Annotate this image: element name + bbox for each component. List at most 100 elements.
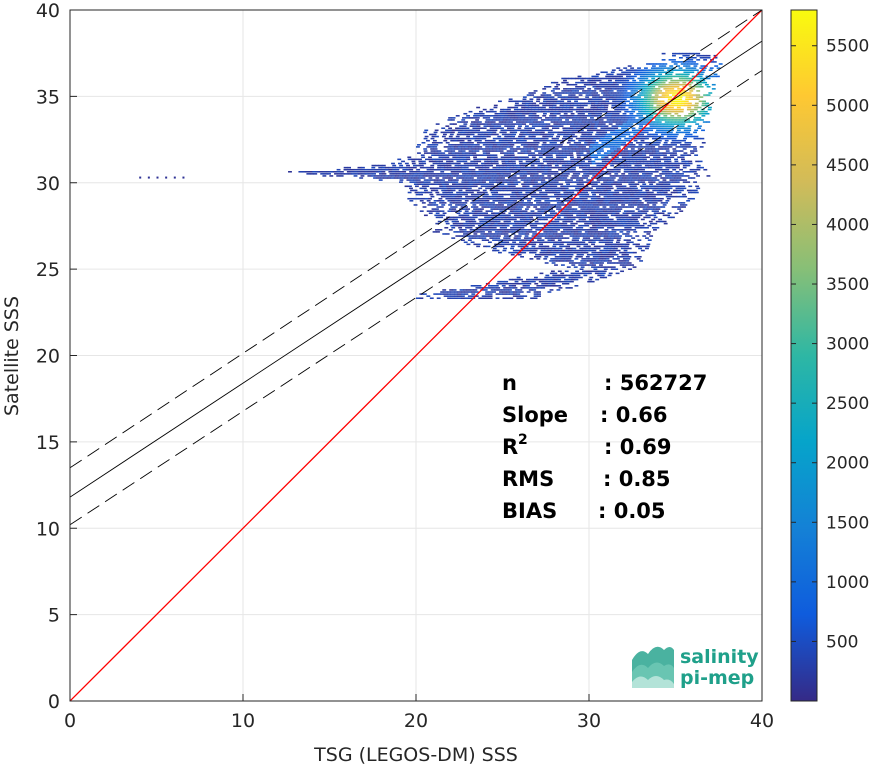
heatmap-cell xyxy=(573,229,578,231)
heatmap-cell xyxy=(644,90,649,92)
heatmap-cell xyxy=(471,171,476,173)
heatmap-cell xyxy=(653,156,657,159)
heatmap-cell xyxy=(506,144,511,146)
heatmap-cell xyxy=(548,154,553,156)
heatmap-cell xyxy=(558,119,563,121)
heatmap-cell xyxy=(539,272,544,275)
heatmap-cell xyxy=(656,92,661,94)
heatmap-cell xyxy=(512,293,517,295)
heatmap-cell xyxy=(543,231,548,233)
heatmap-cell xyxy=(635,208,640,210)
heatmap-cell xyxy=(489,226,494,229)
heatmap-cell xyxy=(605,121,610,123)
heatmap-cell xyxy=(603,268,608,270)
heatmap-cell xyxy=(442,202,447,204)
heatmap-cell xyxy=(469,141,474,144)
heatmap-cell xyxy=(629,191,633,194)
heatmap-cell xyxy=(594,177,599,179)
heatmap-cell xyxy=(563,212,568,215)
heatmap-cell xyxy=(568,148,573,150)
heatmap-cell xyxy=(516,239,521,241)
heatmap-cell xyxy=(301,171,306,173)
heatmap-cell xyxy=(606,218,611,221)
heatmap-cell xyxy=(518,156,522,159)
heatmap-cell xyxy=(549,141,554,144)
heatmap-cell xyxy=(646,185,651,188)
heatmap-cell xyxy=(506,117,511,119)
heatmap-cell xyxy=(481,224,486,227)
heatmap-cell xyxy=(562,154,567,156)
heatmap-cell xyxy=(441,156,446,159)
heatmap-cell xyxy=(693,150,698,152)
heatmap-cell xyxy=(516,171,521,173)
heatmap-cell xyxy=(483,289,488,291)
heatmap-cell xyxy=(616,175,621,177)
heatmap-cell xyxy=(478,297,483,300)
heatmap-cell xyxy=(638,152,643,154)
heatmap-cell xyxy=(418,158,422,161)
heatmap-cell xyxy=(399,181,403,183)
heatmap-cell xyxy=(524,220,529,223)
heatmap-cell xyxy=(517,214,522,217)
heatmap-cell xyxy=(556,208,560,210)
heatmap-cell xyxy=(506,220,511,223)
heatmap-cell xyxy=(503,235,508,237)
heatmap-cell xyxy=(563,216,568,219)
heatmap-cell xyxy=(472,179,477,181)
heatmap-cell xyxy=(550,133,555,136)
heatmap-cell xyxy=(545,229,550,231)
heatmap-cell xyxy=(557,218,562,221)
heatmap-cell xyxy=(492,150,497,152)
heatmap-cell xyxy=(485,297,490,300)
heatmap-cell xyxy=(451,195,456,198)
heatmap-cell xyxy=(545,144,549,146)
heatmap-cell xyxy=(657,112,662,115)
heatmap-cell xyxy=(684,135,689,138)
heatmap-cell xyxy=(469,191,474,194)
heatmap-cell xyxy=(503,220,508,223)
heatmap-cell xyxy=(480,202,485,204)
heatmap-cell xyxy=(478,200,483,202)
heatmap-cell xyxy=(623,94,628,96)
heatmap-cell xyxy=(544,146,548,148)
heatmap-cell xyxy=(628,104,633,107)
heatmap-cell xyxy=(468,164,473,167)
heatmap-cell xyxy=(635,183,640,185)
heatmap-cell xyxy=(480,177,485,179)
heatmap-cell xyxy=(477,133,482,136)
heatmap-cell xyxy=(584,191,589,194)
heatmap-cell xyxy=(580,104,585,107)
heatmap-cell xyxy=(600,110,604,113)
heatmap-cell xyxy=(596,119,601,121)
heatmap-cell xyxy=(667,212,672,215)
heatmap-cell xyxy=(466,233,471,235)
heatmap-cell xyxy=(446,185,450,188)
heatmap-cell xyxy=(645,129,650,132)
heatmap-cell xyxy=(565,148,569,150)
heatmap-cell xyxy=(437,173,442,175)
heatmap-cell xyxy=(584,123,589,125)
heatmap-cell xyxy=(576,189,581,192)
heatmap-cell xyxy=(638,195,642,198)
heatmap-cell xyxy=(476,135,481,138)
heatmap-cell xyxy=(557,175,562,177)
heatmap-cell xyxy=(466,135,471,138)
heatmap-cell xyxy=(514,208,519,210)
heatmap-cell xyxy=(544,119,549,121)
heatmap-cell xyxy=(537,247,542,250)
heatmap-cell xyxy=(562,274,567,277)
heatmap-cell xyxy=(527,144,532,146)
heatmap-cell xyxy=(464,148,469,150)
heatmap-cell xyxy=(584,212,589,215)
heatmap-cell xyxy=(665,137,670,140)
heatmap-cell xyxy=(482,226,487,229)
heatmap-cell xyxy=(562,245,567,248)
heatmap-cell xyxy=(576,274,581,277)
heatmap-cell xyxy=(599,200,604,202)
heatmap-cell xyxy=(319,171,324,173)
heatmap-cell xyxy=(542,141,547,144)
heatmap-cell xyxy=(448,152,453,154)
heatmap-cell xyxy=(571,278,575,281)
heatmap-cell xyxy=(694,106,699,109)
heatmap-cell xyxy=(601,272,606,275)
